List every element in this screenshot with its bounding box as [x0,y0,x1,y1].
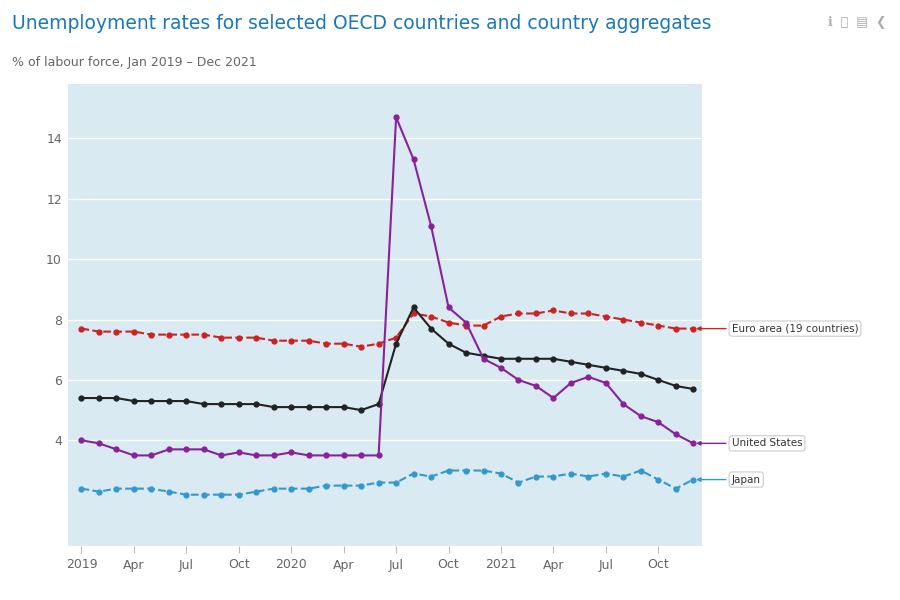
Text: United States: United States [698,439,802,448]
Text: Unemployment rates for selected OECD countries and country aggregates: Unemployment rates for selected OECD cou… [12,14,711,33]
Text: Japan: Japan [698,475,760,485]
Text: Euro area (19 countries): Euro area (19 countries) [698,323,859,334]
Text: ℹ  ⛶  ▤  ❮: ℹ ⛶ ▤ ❮ [828,16,886,29]
Text: % of labour force, Jan 2019 – Dec 2021: % of labour force, Jan 2019 – Dec 2021 [12,56,256,69]
